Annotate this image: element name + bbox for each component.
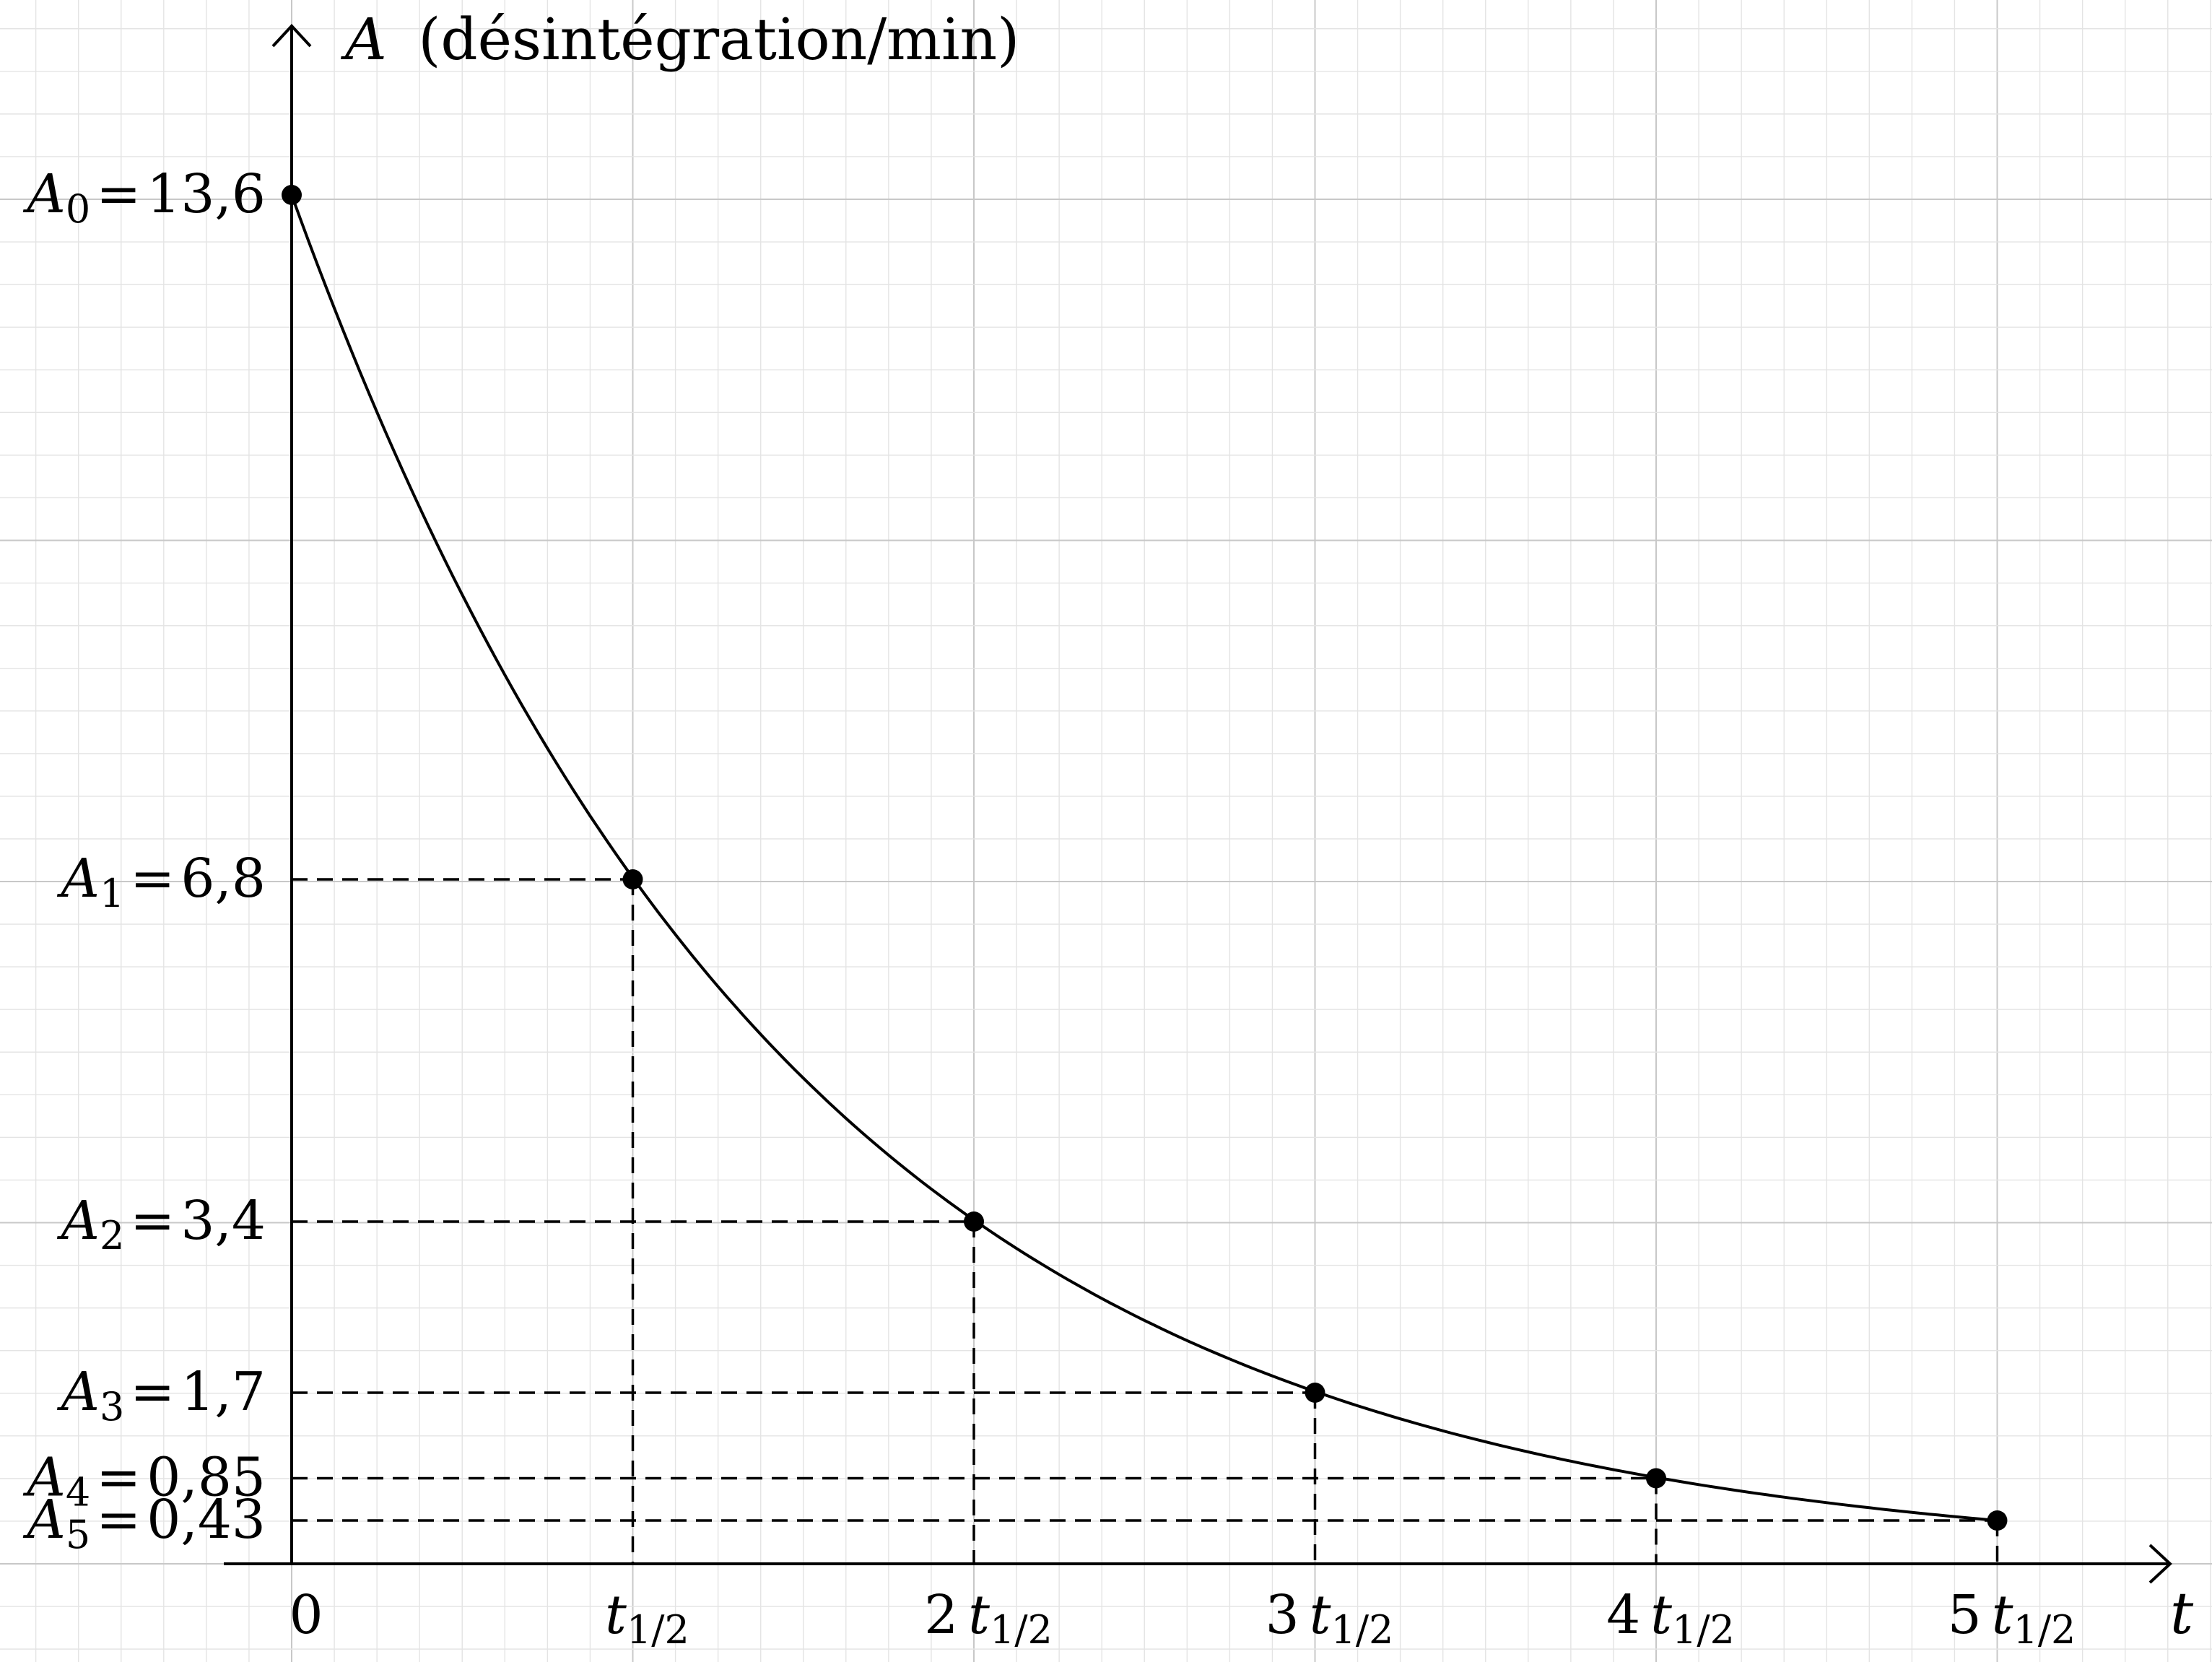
x-tick-var: t — [968, 1584, 990, 1646]
axes — [224, 24, 2172, 1584]
x-tick-var: t — [605, 1584, 627, 1646]
y-label-eq: = — [96, 1489, 141, 1551]
x-tick-sub: 1/2 — [990, 1607, 1053, 1653]
y-label-value: 0,43 — [147, 1489, 266, 1551]
x-tick-var: t — [1992, 1584, 2013, 1646]
y-value-label: A1 = 6,8 — [56, 848, 266, 916]
x-tick-label: t1/2 — [605, 1584, 689, 1653]
y-value-label: A5 = 0,43 — [22, 1489, 266, 1557]
x-tick-var: t — [1310, 1584, 1331, 1646]
y-label-value: 13,6 — [147, 163, 266, 225]
x-tick-label: 4 t1/2 — [1606, 1584, 1735, 1653]
y-label-eq: = — [130, 1190, 175, 1252]
x-tick-coef: 0 — [289, 1584, 323, 1646]
y-label-var: A — [22, 1447, 65, 1509]
decay-curve — [290, 194, 1998, 1523]
data-point — [622, 869, 643, 889]
data-point — [282, 185, 302, 205]
y-value-label: A3 = 1,7 — [56, 1361, 266, 1430]
x-tick-var: t — [1650, 1584, 1672, 1646]
y-axis-unit: (désintégration/min) — [418, 6, 1019, 73]
x-tick-label: 3 t1/2 — [1266, 1584, 1394, 1653]
y-label-sub: 1 — [100, 871, 124, 916]
y-label-value: 0,85 — [147, 1447, 266, 1509]
y-axis-var: A — [340, 6, 387, 73]
data-point — [1987, 1510, 2008, 1531]
y-label-value: 3,4 — [180, 1190, 266, 1252]
x-tick-coef: 2 — [924, 1584, 958, 1646]
x-tick-sub: 1/2 — [1672, 1607, 1735, 1653]
y-value-label: A0 = 13,6 — [22, 163, 266, 232]
y-label-var: A — [56, 1361, 99, 1423]
y-label-var: A — [22, 1489, 65, 1551]
y-label-sub: 3 — [100, 1384, 124, 1430]
data-point — [1305, 1383, 1325, 1403]
y-label-var: A — [56, 848, 99, 910]
y-label-sub: 2 — [100, 1213, 124, 1258]
y-label-var: A — [56, 1190, 99, 1252]
data-point — [964, 1211, 984, 1232]
y-label-value: 1,7 — [180, 1361, 266, 1423]
y-value-label: A2 = 3,4 — [56, 1190, 266, 1258]
x-tick-labels: 0 t1/2 2 t1/2 3 t1/2 4 t1/2 5 t1/2 — [289, 1584, 2076, 1653]
x-tick-coef: 4 — [1606, 1584, 1640, 1646]
y-label-eq: = — [96, 1447, 141, 1509]
x-tick-coef: 3 — [1266, 1584, 1299, 1646]
y-label-var: A — [22, 163, 65, 225]
y-axis-arrow — [271, 24, 312, 48]
y-label-eq: = — [130, 1361, 175, 1423]
y-label-value: 6,8 — [180, 848, 266, 910]
x-axis-arrow — [2148, 1544, 2172, 1584]
data-point — [1646, 1468, 1666, 1489]
x-axis-title: t — [2170, 1580, 2194, 1647]
y-label-sub: 0 — [66, 186, 90, 232]
data-points — [282, 185, 2008, 1531]
y-value-label: A4 = 0,85 — [22, 1447, 266, 1515]
y-label-eq: = — [130, 848, 175, 910]
x-tick-sub: 1/2 — [2013, 1607, 2076, 1653]
y-label-eq: = — [96, 163, 141, 225]
y-label-sub: 4 — [66, 1470, 90, 1515]
x-tick-label: 0 — [289, 1584, 323, 1646]
y-label-sub: 5 — [66, 1512, 90, 1557]
x-tick-label: 5 t1/2 — [1948, 1584, 2076, 1653]
guide-lines — [292, 878, 1999, 1564]
x-tick-sub: 1/2 — [1331, 1607, 1393, 1653]
x-tick-label: 2 t1/2 — [924, 1584, 1053, 1653]
x-tick-coef: 5 — [1948, 1584, 1982, 1646]
x-tick-sub: 1/2 — [627, 1607, 689, 1653]
y-axis-title: A (désintégration/min) — [340, 6, 1019, 73]
